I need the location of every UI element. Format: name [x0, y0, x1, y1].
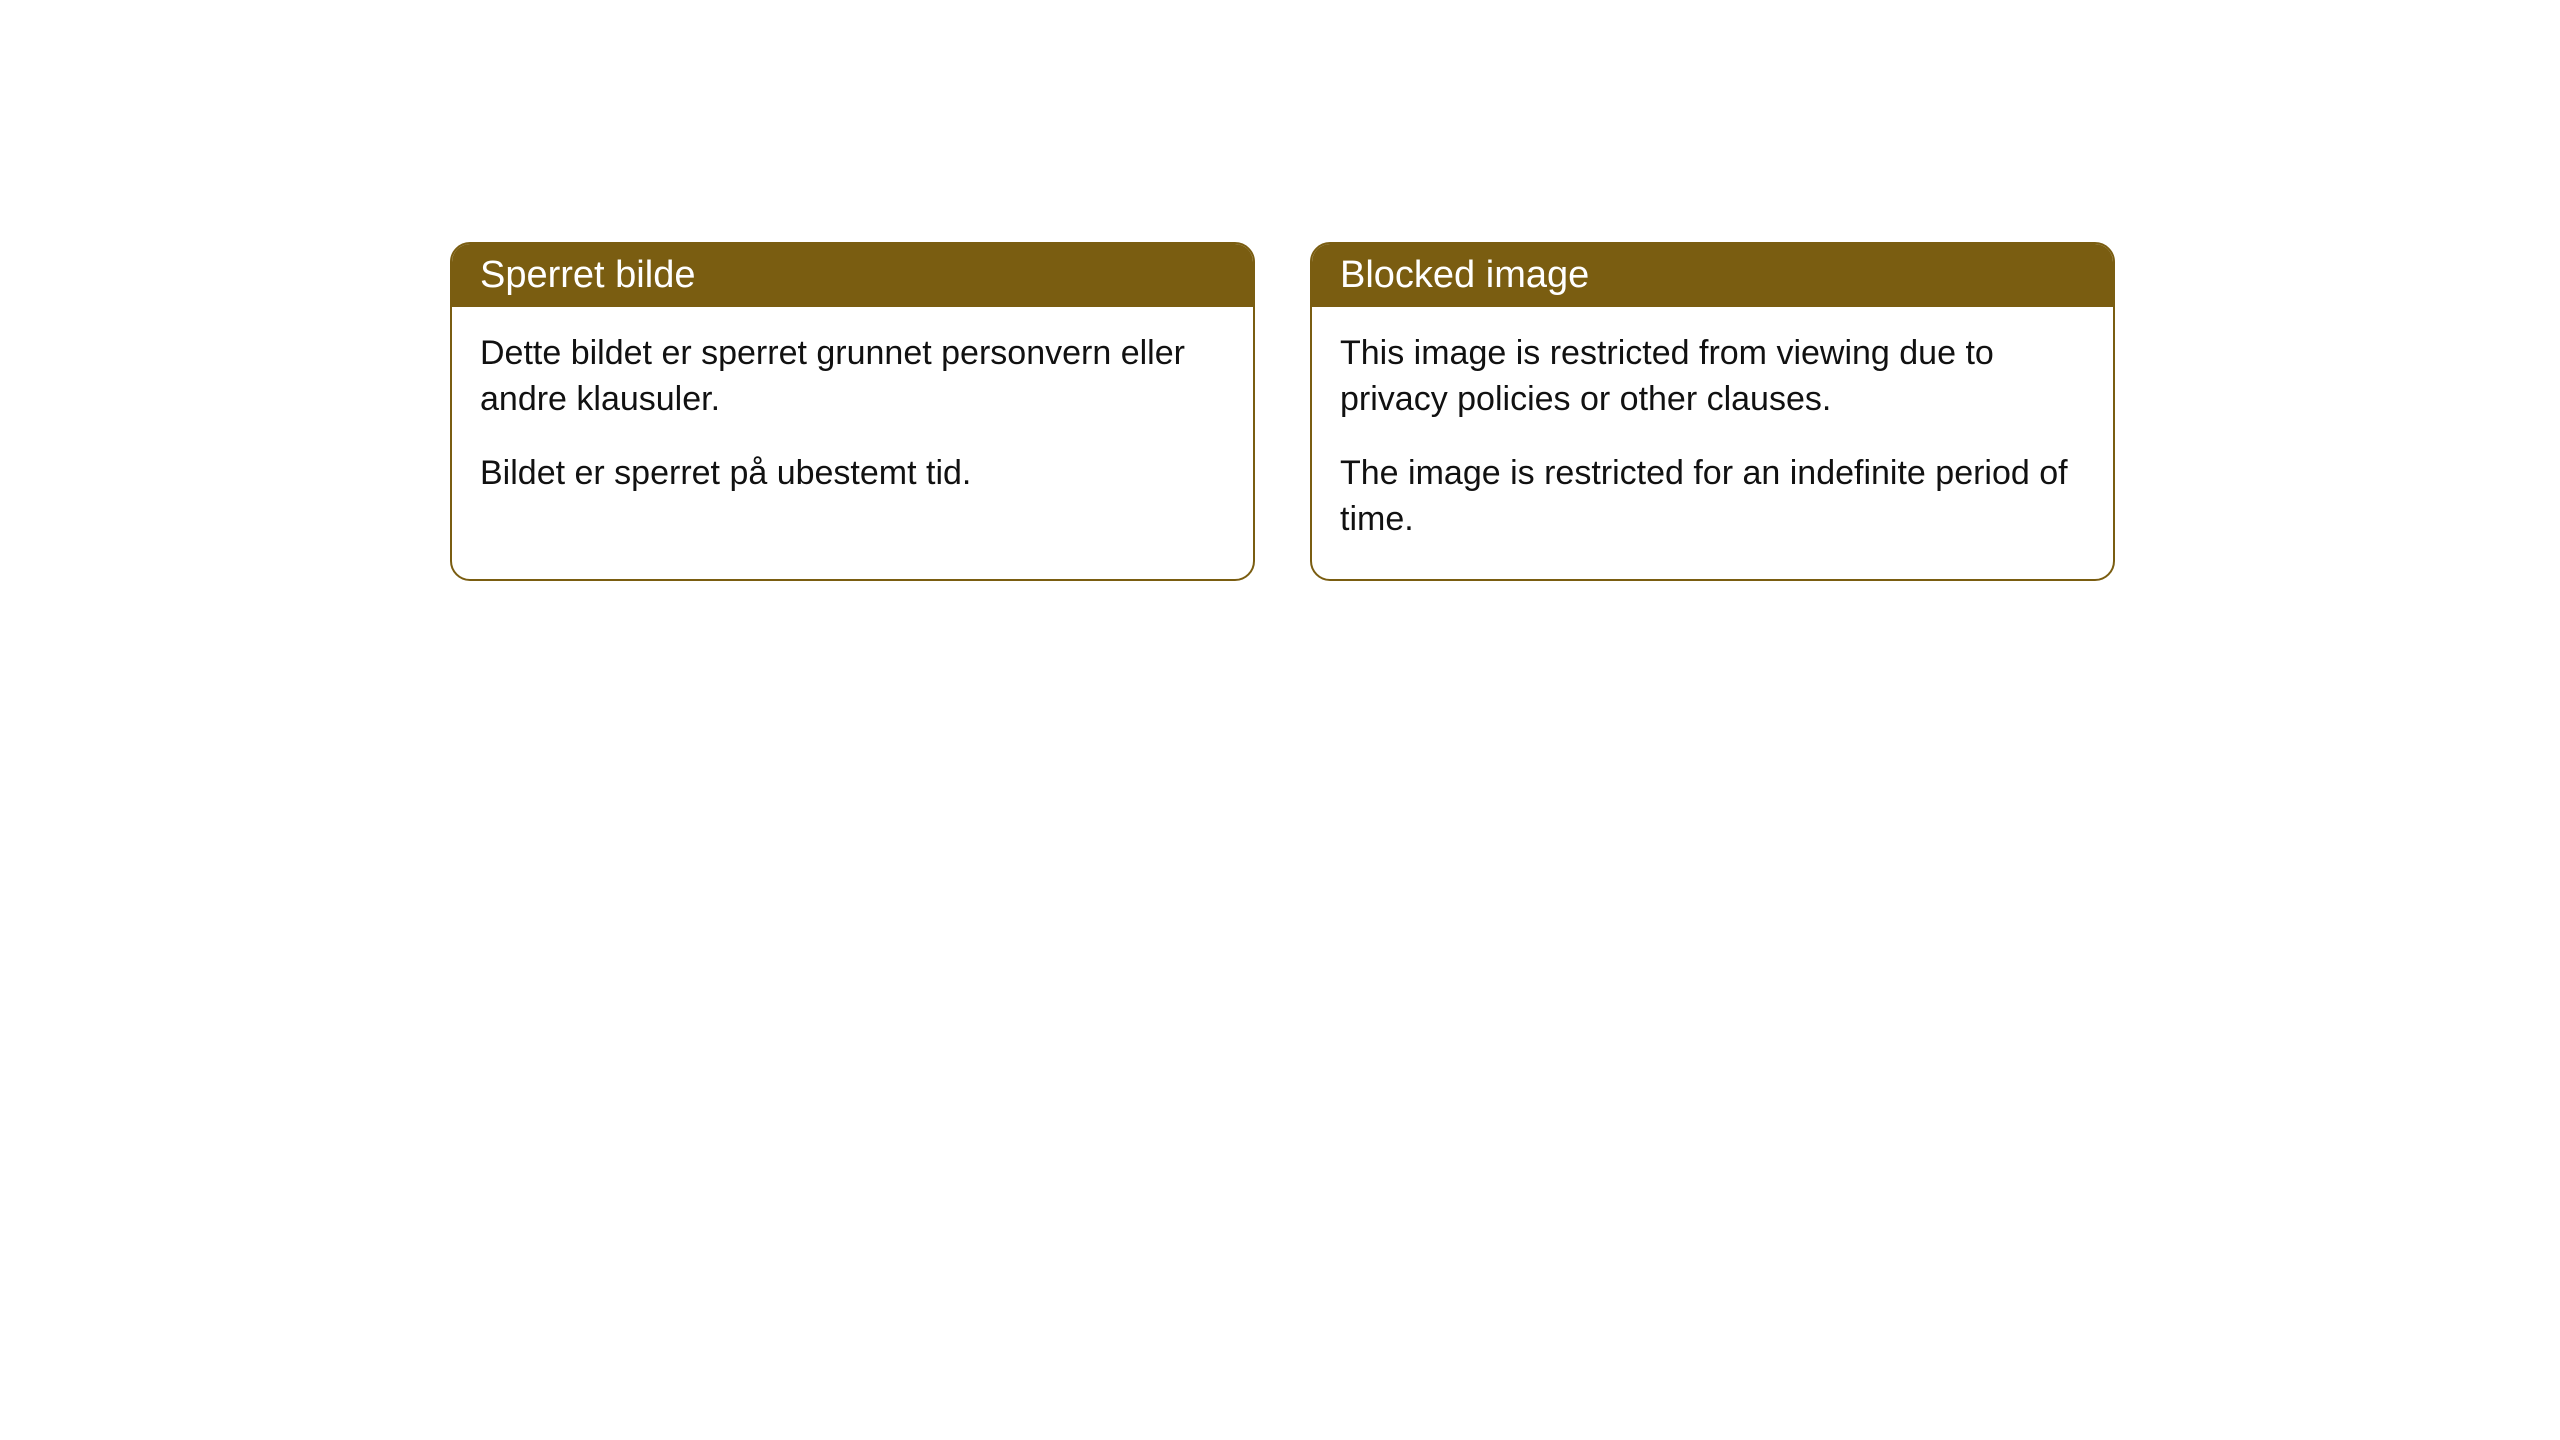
- card-body-norwegian: Dette bildet er sperret grunnet personve…: [452, 307, 1253, 533]
- card-body-english: This image is restricted from viewing du…: [1312, 307, 2113, 579]
- card-title: Sperret bilde: [480, 254, 695, 296]
- card-paragraph: Dette bildet er sperret grunnet personve…: [480, 331, 1225, 423]
- card-header-norwegian: Sperret bilde: [452, 244, 1253, 307]
- card-paragraph: The image is restricted for an indefinit…: [1340, 451, 2085, 543]
- cards-container: Sperret bilde Dette bildet er sperret gr…: [0, 0, 2560, 581]
- card-paragraph: This image is restricted from viewing du…: [1340, 331, 2085, 423]
- card-title: Blocked image: [1340, 254, 1589, 296]
- card-norwegian: Sperret bilde Dette bildet er sperret gr…: [450, 242, 1255, 581]
- card-paragraph: Bildet er sperret på ubestemt tid.: [480, 451, 1225, 497]
- card-english: Blocked image This image is restricted f…: [1310, 242, 2115, 581]
- card-header-english: Blocked image: [1312, 244, 2113, 307]
